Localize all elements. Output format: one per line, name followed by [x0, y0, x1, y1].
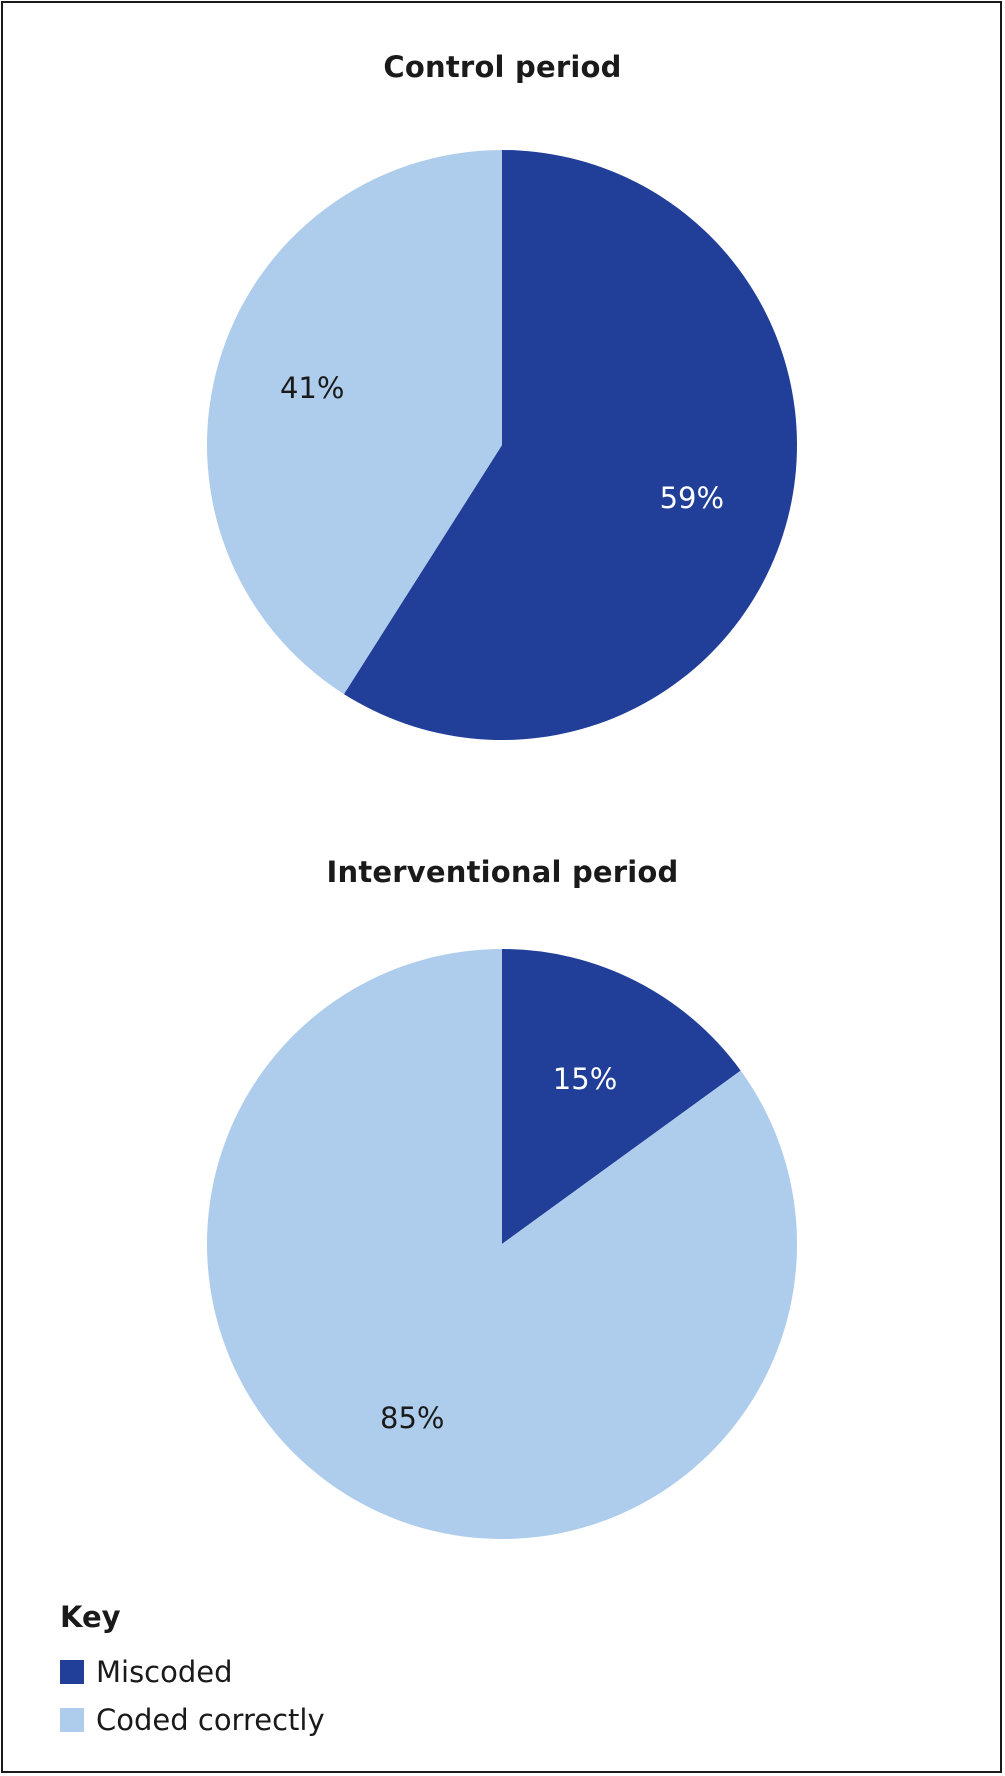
- legend-swatch-coded-correctly: [60, 1708, 84, 1732]
- slice-label-miscoded: 59%: [660, 481, 724, 515]
- slice-label-coded-correctly: 41%: [280, 371, 344, 405]
- legend: Key Miscoded Coded correctly: [60, 1600, 325, 1744]
- pie-interventional: 15% 85%: [206, 948, 797, 1539]
- chart-title-interventional: Interventional period: [326, 855, 679, 889]
- pie-slice-miscoded: [343, 150, 797, 740]
- pie-slice-coded-correctly: [206, 948, 797, 1539]
- legend-label-miscoded: Miscoded: [96, 1655, 233, 1689]
- slice-label-miscoded: 15%: [553, 1062, 617, 1096]
- slice-label-coded-correctly: 85%: [380, 1401, 444, 1435]
- legend-item-coded-correctly: Coded correctly: [60, 1696, 325, 1744]
- legend-item-miscoded: Miscoded: [60, 1648, 325, 1696]
- pie-control: 59% 41%: [206, 150, 797, 740]
- legend-title: Key: [60, 1600, 121, 1634]
- chart-title-control: Control period: [383, 50, 622, 84]
- pie-slice-coded-correctly: [206, 150, 503, 695]
- legend-label-coded-correctly: Coded correctly: [96, 1703, 325, 1737]
- pie-slice-miscoded: [502, 949, 741, 1244]
- legend-swatch-miscoded: [60, 1660, 84, 1684]
